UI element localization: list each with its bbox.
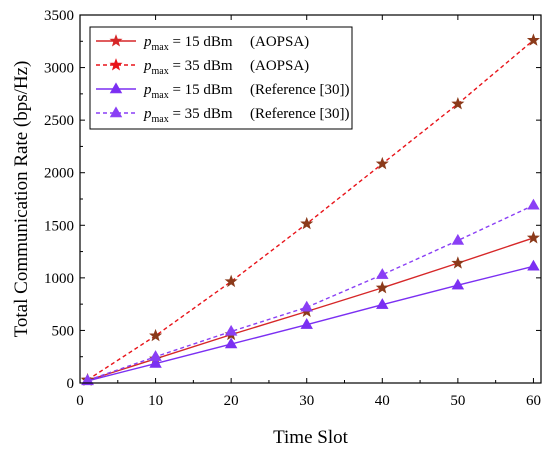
- x-tick-label: 30: [299, 393, 314, 409]
- legend-value: = 15 dBm: [169, 34, 233, 50]
- legend-marker: [109, 82, 123, 94]
- y-axis-title: Total Communication Rate (bps/Hz): [11, 61, 32, 338]
- y-tick-label: 1000: [44, 271, 74, 287]
- legend-subscript: max: [152, 90, 169, 101]
- legend-symbol: p: [143, 34, 152, 50]
- x-tick-label: 20: [224, 393, 239, 409]
- legend-symbol: p: [143, 82, 152, 98]
- series-layer: [81, 33, 540, 386]
- legend-subscript: max: [152, 66, 169, 77]
- legend-label: pmax = 15 dBm: [143, 82, 233, 101]
- y-tick-label: 2500: [44, 113, 74, 129]
- data-point: [224, 274, 238, 288]
- data-point: [451, 233, 465, 245]
- legend-value: = 35 dBm: [169, 58, 233, 74]
- data-point: [451, 256, 465, 269]
- legend-box: [89, 26, 353, 130]
- legend-entry-3: pmax = 15 dBm (Reference [30]): [96, 82, 350, 101]
- legend-subscript: max: [152, 114, 169, 125]
- x-tick-label: 0: [76, 393, 84, 409]
- data-point: [526, 231, 540, 244]
- y-tick-label: 3500: [44, 8, 74, 24]
- legend-entry-1: pmax = 15 dBm (AOPSA): [96, 34, 309, 53]
- legend: pmax = 15 dBm (AOPSA)pmax = 35 dBm (AOPSA)…: [89, 26, 353, 130]
- data-point: [451, 96, 465, 110]
- x-tick-label: 40: [375, 393, 390, 409]
- data-point: [375, 280, 389, 294]
- legend-value: = 15 dBm: [169, 82, 233, 98]
- data-point: [81, 373, 94, 385]
- legend-label: pmax = 35 dBm: [143, 58, 233, 77]
- legend-tag: (Reference [30]): [250, 106, 350, 122]
- x-axis-title: Time Slot: [273, 427, 349, 448]
- data-point: [375, 156, 389, 170]
- legend-marker: [109, 106, 123, 118]
- data-point: [149, 328, 163, 342]
- data-point: [300, 318, 313, 329]
- legend-entry-2: pmax = 35 dBm (AOPSA): [96, 58, 309, 77]
- legend-entry-4: pmax = 35 dBm (Reference [30]): [96, 106, 350, 125]
- y-tick-label: 2000: [44, 166, 74, 182]
- data-point: [149, 356, 162, 368]
- x-tick-label: 10: [148, 393, 163, 409]
- legend-subscript: max: [152, 42, 169, 53]
- legend-symbol: p: [143, 106, 152, 122]
- y-tick-label: 3000: [44, 61, 74, 77]
- ticks-layer: 0 10 20 30 40 50 60 0 500 1000 1500 2000 2500 3000 350…: [44, 8, 541, 409]
- data-point: [527, 259, 540, 271]
- legend-tag: (AOPSA): [250, 58, 309, 74]
- data-point: [224, 324, 238, 336]
- y-tick-label: 1500: [44, 218, 74, 234]
- legend-tag: (Reference [30]): [250, 82, 350, 98]
- series-3: [81, 259, 540, 386]
- legend-tag: (AOPSA): [250, 34, 309, 50]
- x-tick-label: 50: [450, 393, 465, 409]
- data-point: [300, 300, 313, 312]
- legend-marker: [109, 58, 123, 71]
- data-point: [526, 33, 540, 46]
- data-point: [376, 298, 389, 309]
- y-tick-label: 500: [52, 323, 75, 339]
- x-tick-label: 60: [526, 393, 541, 409]
- series-4: [81, 198, 540, 385]
- y-tick-label: 0: [67, 376, 75, 392]
- legend-value: = 35 dBm: [169, 106, 233, 122]
- data-point: [451, 278, 465, 290]
- data-point: [527, 198, 540, 210]
- data-point: [224, 337, 238, 349]
- legend-symbol: p: [143, 58, 152, 74]
- legend-label: pmax = 15 dBm: [143, 34, 233, 53]
- data-point: [149, 350, 162, 361]
- data-point: [376, 268, 389, 279]
- legend-marker: [109, 34, 123, 47]
- data-point: [300, 216, 314, 230]
- legend-label: pmax = 35 dBm: [143, 106, 233, 125]
